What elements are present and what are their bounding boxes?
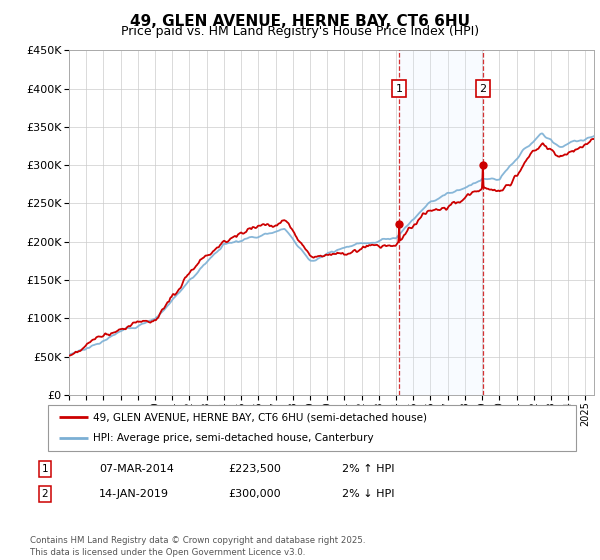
Bar <box>399 50 483 395</box>
Text: HPI: Average price, semi-detached house, Canterbury: HPI: Average price, semi-detached house,… <box>93 433 374 444</box>
Text: £223,500: £223,500 <box>228 464 281 474</box>
Text: 1: 1 <box>41 464 49 474</box>
Text: Contains HM Land Registry data © Crown copyright and database right 2025.
This d: Contains HM Land Registry data © Crown c… <box>30 536 365 557</box>
Text: 2: 2 <box>41 489 49 499</box>
Text: 49, GLEN AVENUE, HERNE BAY, CT6 6HU (semi-detached house): 49, GLEN AVENUE, HERNE BAY, CT6 6HU (sem… <box>93 412 427 422</box>
FancyBboxPatch shape <box>48 405 576 451</box>
Text: 2: 2 <box>479 83 487 94</box>
Text: 2% ↑ HPI: 2% ↑ HPI <box>342 464 395 474</box>
Text: 49, GLEN AVENUE, HERNE BAY, CT6 6HU: 49, GLEN AVENUE, HERNE BAY, CT6 6HU <box>130 14 470 29</box>
Text: £300,000: £300,000 <box>228 489 281 499</box>
Text: 2% ↓ HPI: 2% ↓ HPI <box>342 489 395 499</box>
Text: 07-MAR-2014: 07-MAR-2014 <box>99 464 174 474</box>
Text: Price paid vs. HM Land Registry's House Price Index (HPI): Price paid vs. HM Land Registry's House … <box>121 25 479 38</box>
Text: 14-JAN-2019: 14-JAN-2019 <box>99 489 169 499</box>
Text: 1: 1 <box>395 83 403 94</box>
